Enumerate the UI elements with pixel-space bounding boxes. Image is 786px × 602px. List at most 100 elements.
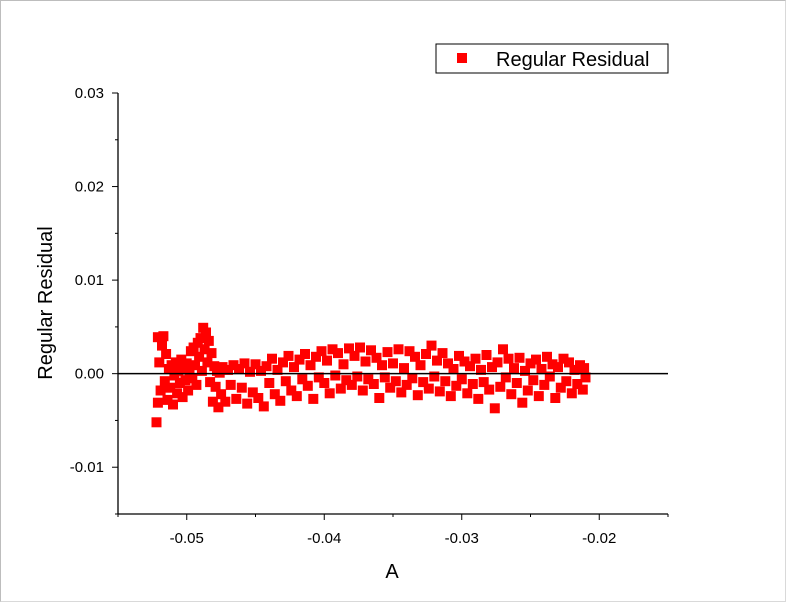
data-point-150 xyxy=(495,381,506,392)
data-point-18 xyxy=(174,378,185,388)
data-point-181 xyxy=(579,363,590,374)
data-point-105 xyxy=(371,352,382,363)
data-point-168 xyxy=(544,371,555,382)
data-point-4 xyxy=(155,385,166,396)
data-point-159 xyxy=(520,365,530,376)
data-point-178 xyxy=(572,379,583,389)
data-point-160 xyxy=(522,385,533,396)
data-point-149 xyxy=(492,357,503,368)
data-point-44 xyxy=(210,381,221,392)
data-point-78 xyxy=(297,374,308,385)
data-point-174 xyxy=(561,376,572,387)
data-point-143 xyxy=(476,364,486,375)
data-point-131 xyxy=(443,358,453,369)
data-point-104 xyxy=(368,379,379,389)
data-point-69 xyxy=(272,364,283,375)
data-point-50 xyxy=(220,396,231,407)
data-point-158 xyxy=(517,397,528,408)
data-point-103 xyxy=(366,345,376,356)
data-point-47 xyxy=(214,367,225,378)
data-point-137 xyxy=(459,356,470,367)
data-point-98 xyxy=(352,371,363,382)
data-point-171 xyxy=(553,362,563,373)
data-point-117 xyxy=(404,346,415,357)
axis-ticks: 0.03 0.02 0.01 0.00 -0.01 -0.05 -0.04 -0.03 -0.0… xyxy=(70,85,669,547)
data-point-25 xyxy=(184,366,195,377)
data-point-42 xyxy=(207,396,218,407)
data-point-113 xyxy=(393,344,404,355)
data-point-154 xyxy=(506,389,517,400)
data-point-93 xyxy=(338,359,349,370)
data-point-99 xyxy=(355,342,365,353)
data-point-167 xyxy=(542,351,552,362)
data-point-175 xyxy=(564,357,574,368)
data-point-96 xyxy=(346,379,357,390)
data-point-84 xyxy=(313,372,324,383)
data-point-86 xyxy=(319,378,330,388)
x-tick-label: -0.04 xyxy=(307,530,341,547)
data-point-102 xyxy=(363,374,374,385)
data-point-63 xyxy=(256,365,266,376)
data-point-148 xyxy=(489,403,500,414)
data-point-30 xyxy=(191,379,202,390)
x-tick-label: -0.03 xyxy=(445,530,479,547)
data-point-90 xyxy=(330,370,341,381)
data-point-146 xyxy=(484,384,495,395)
data-point-134 xyxy=(451,380,462,391)
data-point-48 xyxy=(216,389,227,400)
data-point-38 xyxy=(202,357,213,368)
data-point-119 xyxy=(410,351,420,362)
data-point-29 xyxy=(190,360,200,371)
data-point-142 xyxy=(473,393,484,404)
data-point-64 xyxy=(258,401,269,412)
data-point-120 xyxy=(412,390,423,401)
data-point-127 xyxy=(432,355,442,366)
data-point-59 xyxy=(245,366,255,377)
data-point-81 xyxy=(305,360,316,371)
data-point-33 xyxy=(195,333,206,344)
data-point-39 xyxy=(203,335,214,346)
data-point-51 xyxy=(223,364,233,375)
data-point-166 xyxy=(539,379,550,390)
x-axis-label: A xyxy=(385,561,399,583)
data-point-155 xyxy=(509,363,519,374)
data-point-88 xyxy=(324,388,335,399)
data-point-83 xyxy=(311,351,321,362)
data-point-19 xyxy=(176,354,187,365)
data-point-9 xyxy=(162,394,173,405)
data-point-75 xyxy=(289,362,299,373)
data-point-177 xyxy=(569,364,580,375)
data-point-164 xyxy=(533,391,544,402)
data-point-169 xyxy=(547,359,558,370)
data-point-111 xyxy=(388,358,398,369)
data-point-1 xyxy=(152,397,163,408)
data-point-163 xyxy=(531,354,541,365)
data-point-6 xyxy=(158,331,169,342)
data-point-3 xyxy=(154,357,165,368)
data-point-72 xyxy=(280,376,291,387)
y-tick-label: -0.01 xyxy=(70,459,104,476)
data-point-108 xyxy=(379,372,390,383)
data-point-65 xyxy=(261,361,272,372)
legend: Regular Residual xyxy=(435,43,669,74)
x-tick-label: -0.05 xyxy=(170,530,204,547)
data-point-54 xyxy=(231,393,242,404)
data-point-94 xyxy=(341,375,352,386)
data-point-121 xyxy=(415,360,426,371)
data-point-170 xyxy=(550,393,561,403)
data-point-161 xyxy=(525,358,536,369)
data-point-156 xyxy=(511,378,522,388)
legend-box xyxy=(435,43,669,74)
data-point-125 xyxy=(426,340,437,351)
data-point-77 xyxy=(294,354,305,365)
y-axis-label: Regular Residual xyxy=(35,226,57,379)
data-point-68 xyxy=(269,389,280,400)
data-point-123 xyxy=(421,349,431,359)
data-point-7 xyxy=(159,376,170,387)
data-point-126 xyxy=(429,371,440,382)
data-point-101 xyxy=(360,356,371,367)
data-point-157 xyxy=(514,352,525,363)
data-point-82 xyxy=(308,393,319,404)
data-point-46 xyxy=(213,402,224,413)
